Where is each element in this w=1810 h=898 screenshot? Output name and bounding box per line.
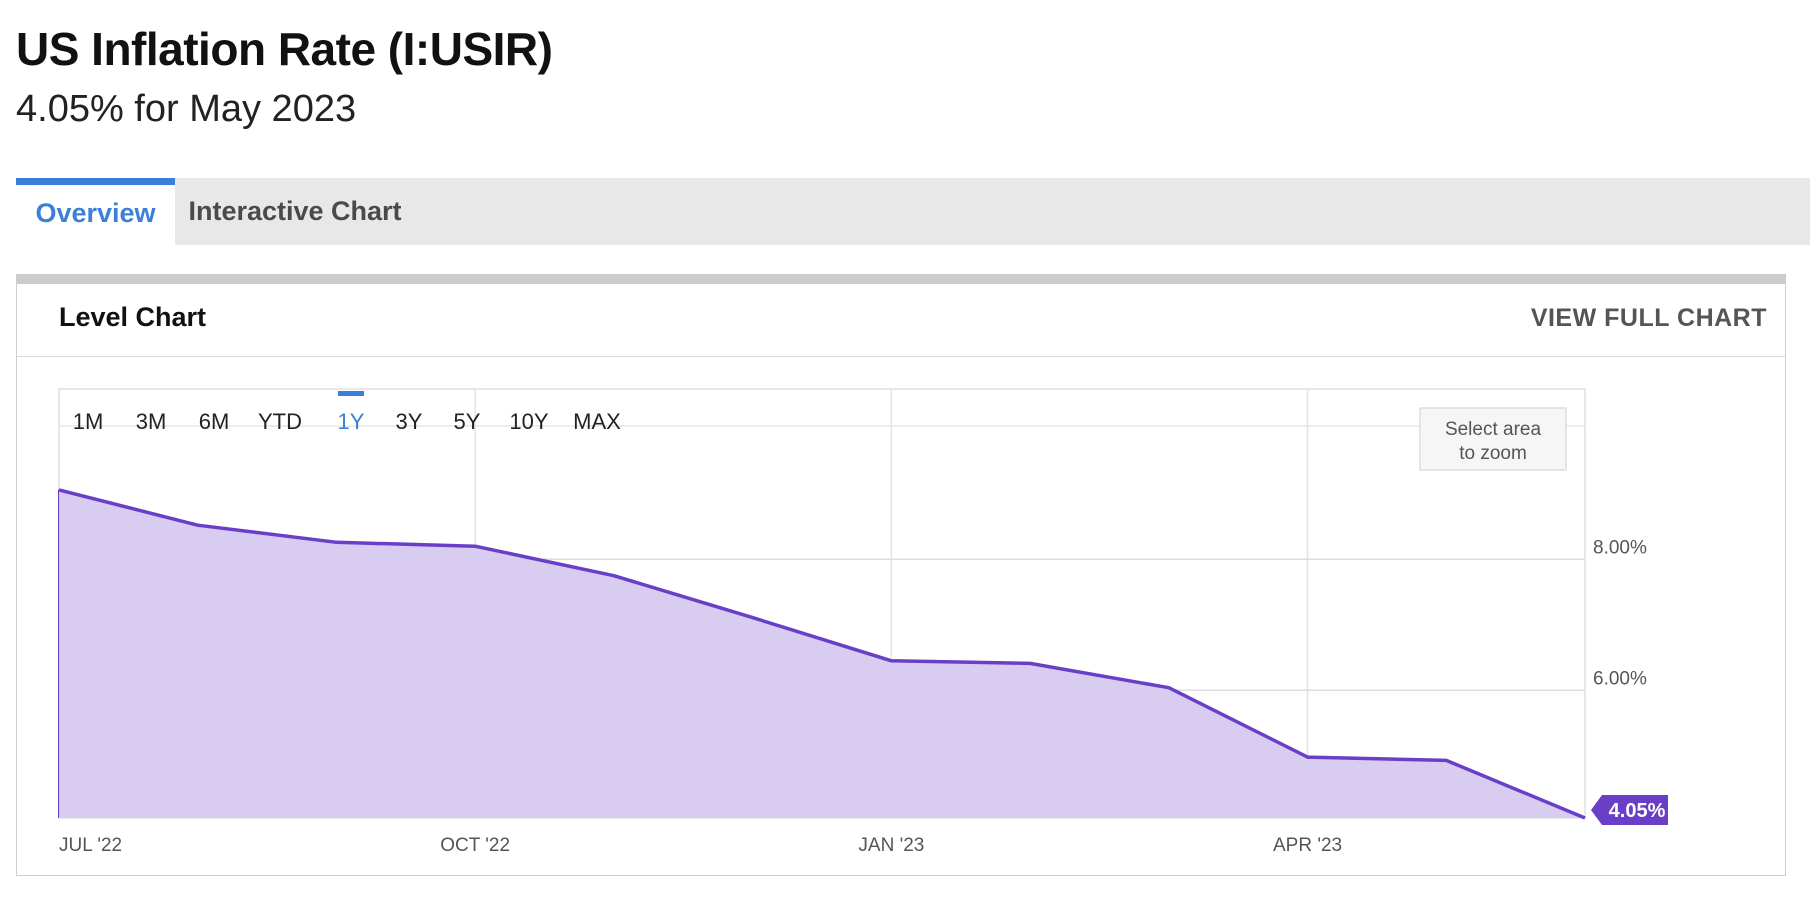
panel-header: Level Chart VIEW FULL CHART [17, 284, 1785, 357]
range-button-label: 1Y [338, 409, 365, 434]
range-button-label: 6M [199, 409, 230, 434]
page-header: US Inflation Rate (I:USIR) 4.05% for May… [16, 22, 553, 133]
range-button-5y[interactable]: 5Y [454, 409, 481, 434]
data-point-7[interactable] [1027, 660, 1033, 666]
area-fill [59, 489, 1585, 818]
data-point-8[interactable] [1166, 685, 1172, 691]
view-full-chart-link[interactable]: VIEW FULL CHART [1530, 304, 1767, 332]
x-axis-labels: JUL '22 OCT '22 JAN '23 APR '23 [59, 835, 1342, 856]
range-active-indicator [338, 391, 364, 396]
data-point-2[interactable] [333, 539, 339, 545]
page-subtitle: 4.05% for May 2023 [16, 88, 357, 131]
last-value-badge-text: 4.05% [1609, 800, 1666, 822]
last-value-badge: 4.05% [1591, 795, 1668, 825]
range-button-ytd[interactable]: YTD [258, 409, 302, 434]
data-point-9[interactable] [1305, 754, 1311, 760]
range-button-6m[interactable]: 6M [199, 409, 230, 434]
zoom-hint-line-2: to zoom [1459, 443, 1527, 464]
series-line[interactable] [58, 488, 1586, 820]
y-axis-labels: 6.00% 8.00% [1593, 537, 1647, 689]
y-tick-label-1: 8.00% [1593, 537, 1647, 558]
tab-interactive-chart[interactable]: Interactive Chart [188, 196, 402, 226]
data-point-3[interactable] [472, 543, 478, 549]
data-point-0[interactable] [56, 487, 62, 493]
zoom-hint-box [1419, 407, 1567, 471]
tab-bar: Overview Interactive Chart [16, 178, 1810, 245]
x-tick-label-3: APR '23 [1273, 835, 1342, 856]
level-chart[interactable]: 6.00%8.00% JUL '22 OCT '22 JAN '23 APR '23 … [17, 284, 1785, 875]
y-tick-label-0: 6.00% [1593, 668, 1647, 689]
range-button-label: 3M [136, 409, 167, 434]
zoom-hint-line-1: Select area [1445, 419, 1542, 440]
range-button-3y[interactable]: 3Y [396, 409, 423, 434]
data-point-1[interactable] [195, 522, 201, 528]
range-button-label: 5Y [454, 409, 481, 434]
data-point-6[interactable] [888, 658, 894, 664]
range-button-label: 1M [73, 409, 104, 434]
data-point-10[interactable] [1443, 757, 1449, 763]
data-point-4[interactable] [611, 573, 617, 579]
range-button-max[interactable]: MAX [573, 409, 621, 434]
range-selector: 1M 3M 6M YTD 1Y 3Y 5Y 10Y MAX [73, 391, 621, 434]
data-point-11[interactable] [1582, 815, 1588, 821]
page-title: US Inflation Rate (I:USIR) [16, 23, 553, 75]
zoom-hint: Select area to zoom [1419, 407, 1567, 471]
level-chart-panel: Level Chart VIEW FULL CHART 6.00% 8.00% J… [16, 274, 1786, 876]
data-point-5[interactable] [750, 615, 756, 621]
x-tick-label-2: JAN '23 [858, 835, 924, 856]
x-tick-label-0: JUL '22 [59, 835, 122, 856]
range-button-label: 10Y [509, 409, 548, 434]
range-button-10y[interactable]: 10Y [509, 409, 548, 434]
tab-overview[interactable]: Overview [16, 178, 175, 245]
range-button-1m[interactable]: 1M [73, 409, 104, 434]
range-button-label: MAX [573, 409, 621, 434]
range-button-label: YTD [258, 409, 302, 434]
range-button-label: 3Y [396, 409, 423, 434]
last-value-badge-shape [1591, 795, 1668, 825]
range-button-3m[interactable]: 3M [136, 409, 167, 434]
panel-title: Level Chart [59, 302, 207, 332]
x-tick-label-1: OCT '22 [440, 835, 510, 856]
range-button-1y[interactable]: 1Y [338, 391, 365, 434]
